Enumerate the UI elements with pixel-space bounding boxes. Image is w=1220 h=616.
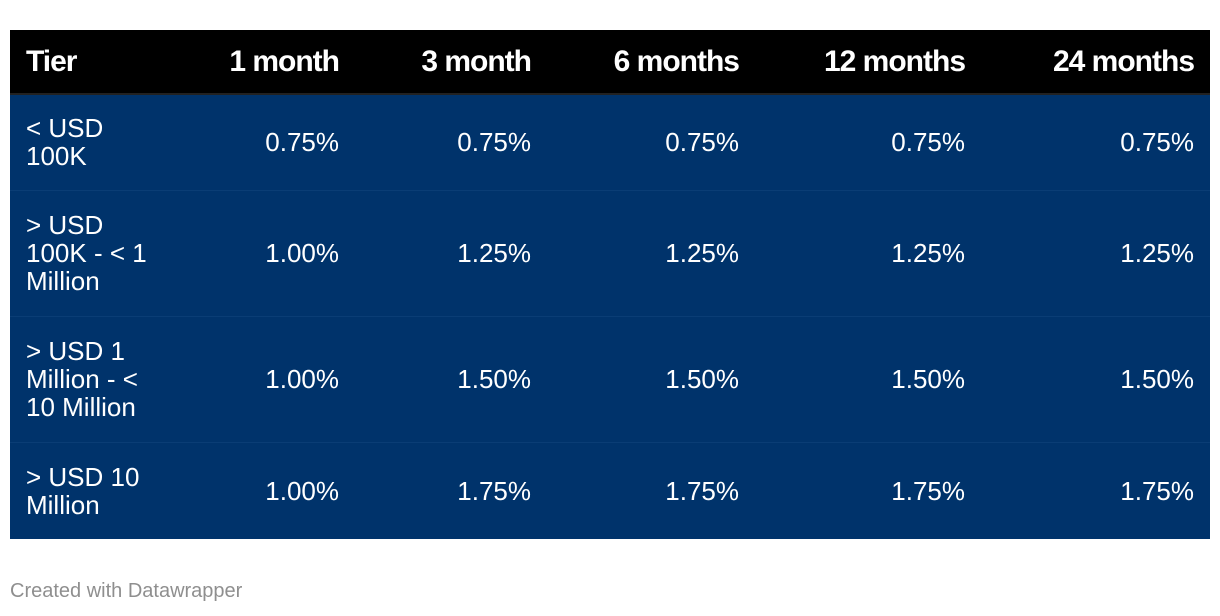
rate-cell: 1.75% [355,441,547,539]
table-row: > USD 1 Million - < 10 Million 1.00% 1.5… [10,315,1210,442]
column-header-6-months: 6 months [547,30,755,95]
tier-cell: < USD 100K [26,113,104,172]
rate-cell: 1.00% [150,189,355,316]
rate-cell: 0.75% [457,127,531,158]
column-header-tier: Tier [10,30,150,95]
rate-cell: 1.50% [547,315,755,442]
table-row: < USD 100K 0.75% 0.75% 0.75% 0.75% 0.75% [10,94,1210,190]
rate-cell: 1.50% [355,315,547,442]
table-row: > USD 100K - < 1 Million 1.00% 1.25% 1.2… [10,189,1210,316]
rate-cell: 0.75% [665,127,739,158]
datawrapper-credit[interactable]: Created with Datawrapper [10,580,243,602]
tier-cell: > USD 10 Million [10,441,150,539]
rate-table-container: Tier 1 month 3 month 6 months 12 months … [10,30,1210,539]
rate-cell: 1.25% [755,189,981,316]
column-header-3-month: 3 month [355,30,547,95]
rate-cell: 0.75% [1120,127,1194,158]
rate-cell: 0.75% [265,127,339,158]
rate-cell: 1.25% [355,189,547,316]
tier-cell: > USD 100K - < 1 Million [10,189,150,316]
table-row: > USD 10 Million 1.00% 1.75% 1.75% 1.75%… [10,441,1210,539]
column-header-1-month: 1 month [150,30,355,95]
rate-cell: 1.75% [547,441,755,539]
rate-cell: 1.25% [981,189,1210,316]
rate-cell: 1.50% [755,315,981,442]
rate-cell: 1.25% [547,189,755,316]
rate-table: Tier 1 month 3 month 6 months 12 months … [10,30,1210,539]
rate-cell: 1.00% [150,315,355,442]
rate-cell: 1.75% [981,441,1210,539]
rate-cell: 1.50% [981,315,1210,442]
rate-cell: 1.75% [755,441,981,539]
rate-cell: 1.00% [150,441,355,539]
header-row: Tier 1 month 3 month 6 months 12 months … [10,30,1210,95]
column-header-24-months: 24 months [981,30,1210,95]
tier-cell: > USD 1 Million - < 10 Million [10,315,150,442]
column-header-12-months: 12 months [755,30,981,95]
rate-cell: 0.75% [891,127,965,158]
